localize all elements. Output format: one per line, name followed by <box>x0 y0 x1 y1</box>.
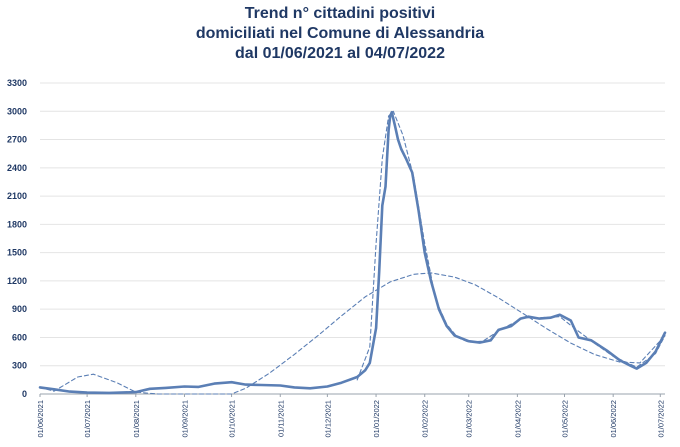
gridlines <box>40 82 665 395</box>
y-tick-label: 3300 <box>7 78 27 88</box>
y-tick-label: 3000 <box>7 106 27 116</box>
chart-title-line-2: domiciliati nel Comune di Alessandria <box>195 25 485 42</box>
series-group <box>38 110 667 395</box>
x-tick-label: 01/08/2021 <box>132 400 141 438</box>
y-tick-label: 600 <box>12 332 27 342</box>
series-line-0 <box>38 110 667 395</box>
trend-line-dashed-2 <box>356 110 666 381</box>
x-tick-label: 01/01/2022 <box>372 400 381 438</box>
x-axis: 01/06/2021 01/07/2021 01/08/2021 01/09/2021… <box>36 394 665 438</box>
x-tick-label: 01/06/2021 <box>36 400 45 438</box>
x-tick-label: 01/03/2022 <box>465 400 474 438</box>
x-tick-label: 01/07/2021 <box>83 400 92 438</box>
x-tick-label: 01/05/2022 <box>560 400 569 438</box>
x-tick-label: 01/04/2022 <box>513 400 522 438</box>
x-tick-label: 01/11/2021 <box>276 400 285 437</box>
x-tick-label: 01/10/2021 <box>228 400 237 438</box>
y-axis: 0 300 600 900 1200 1500 1800 2100 2400 2700 3000 33… <box>7 78 27 399</box>
trend-line-dashed-1 <box>39 272 666 395</box>
y-tick-label: 1500 <box>7 248 27 258</box>
y-tick-label: 300 <box>12 361 27 371</box>
x-tick-label: 01/09/2021 <box>180 400 189 438</box>
chart-title: Trend n° cittadini positivi domiciliati … <box>0 4 680 64</box>
y-tick-label: 2100 <box>7 191 27 201</box>
x-tick-label: 01/07/2022 <box>656 400 665 438</box>
y-tick-label: 0 <box>22 389 27 399</box>
chart-title-line-1: Trend n° cittadini positivi <box>244 5 436 22</box>
y-tick-label: 900 <box>12 304 27 314</box>
chart-title-line-3: dal 01/06/2021 al 04/07/2022 <box>235 45 445 62</box>
y-tick-label: 1800 <box>7 219 27 229</box>
x-tick-label: 01/12/2021 <box>323 400 332 438</box>
y-tick-label: 1200 <box>7 276 27 286</box>
x-tick-label: 01/02/2022 <box>421 400 430 438</box>
y-tick-label: 2400 <box>7 163 27 173</box>
x-tick-label: 01/06/2022 <box>609 400 618 438</box>
y-tick-label: 2700 <box>7 135 27 145</box>
